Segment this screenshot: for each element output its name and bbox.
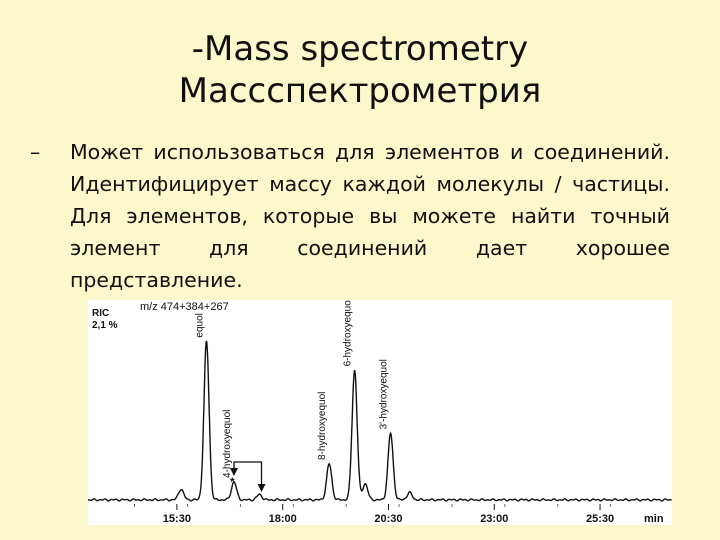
peak-label: 8-hydroxyequol: [317, 392, 328, 460]
slide-title: -Mass spectrometry Массспектрометрия: [0, 28, 720, 112]
x-tick-label: 23:00: [480, 513, 508, 525]
x-axis-unit: min: [644, 513, 664, 525]
peak-label: 4-hydroxyequol: [222, 410, 233, 478]
chromatogram-figure: m/z 474+384+267 RIC 2,1 % 15:30 18:00 20:3…: [88, 300, 672, 525]
peak-label: 6-hydroxyequol: [343, 300, 354, 366]
y-label-line-2: 2,1 %: [92, 320, 118, 331]
bullet-text: Может использоваться для элементов и сое…: [70, 140, 670, 292]
x-tick-label: 15:30: [163, 513, 191, 525]
title-line-1: -Mass spectrometry: [191, 29, 529, 69]
chromatogram-trace: [88, 340, 672, 502]
x-tick-label: 25:30: [586, 513, 614, 525]
annotation-arrow: [257, 484, 266, 492]
peak-label: equol: [195, 313, 206, 337]
bullet-marker: –: [30, 140, 41, 164]
title-line-2: Массспектрометрия: [178, 71, 542, 111]
x-tick-label: 20:30: [374, 513, 402, 525]
x-tick-label: 18:00: [269, 513, 297, 525]
chromatogram-chart: m/z 474+384+267 RIC 2,1 % 15:30 18:00 20:3…: [88, 300, 672, 525]
annotation-bracket: [233, 461, 263, 490]
peak-label: 3'-hydroxyequol: [379, 359, 390, 429]
annotation-arrow: [230, 468, 238, 476]
annotation-asterisk: *: [230, 475, 235, 489]
chart-title: m/z 474+384+267: [140, 301, 229, 313]
bullet-item: – Может использоваться для элементов и с…: [30, 136, 670, 296]
y-label-line-1: RIC: [92, 308, 109, 319]
